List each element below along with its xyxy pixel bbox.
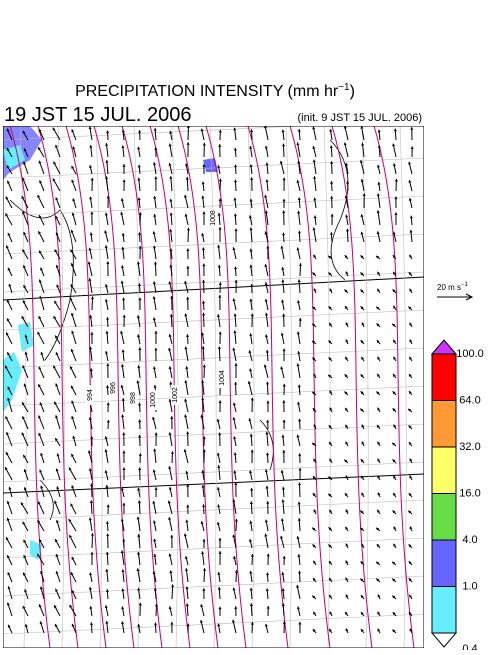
colorbar-segment bbox=[432, 540, 456, 587]
colorbar-label: 1.0 bbox=[462, 580, 477, 592]
colorbar-label: 0.4 bbox=[462, 643, 477, 650]
contour-label: 996 bbox=[110, 382, 117, 394]
contour-label: 1004 bbox=[219, 370, 226, 386]
contour-label: 994 bbox=[87, 389, 94, 401]
colorbar-label: 100.0 bbox=[456, 348, 484, 360]
colorbar-top-triangle bbox=[432, 340, 456, 354]
colorbar-segment bbox=[432, 401, 456, 448]
colorbar-label: 4.0 bbox=[462, 534, 477, 546]
valid-time: 19 JST 15 JUL. 2006 bbox=[4, 104, 192, 126]
title-text: PRECIPITATION INTENSITY (mm hr bbox=[75, 83, 339, 100]
colorbar-segment bbox=[432, 354, 456, 401]
map-area: 994 996 998 1000 1002 1004 1008 bbox=[3, 120, 444, 648]
colorbar-segment bbox=[432, 447, 456, 494]
colorbar-label: 16.0 bbox=[459, 487, 480, 499]
init-time: (init. 9 JST 15 JUL. 2006) bbox=[297, 112, 422, 124]
contour-label: 1000 bbox=[150, 392, 157, 408]
colorbar-segment bbox=[432, 587, 456, 634]
colorbar: 100.0 64.0 32.0 16.0 4.0 1.0 0.4 bbox=[432, 340, 484, 650]
colorbar-bottom-triangle bbox=[432, 633, 456, 647]
wind-scale-exponent: −1 bbox=[461, 282, 469, 288]
title-close: ) bbox=[350, 83, 355, 100]
title-exponent: −1 bbox=[338, 82, 350, 93]
wind-scale: 20 m s−1 bbox=[437, 282, 472, 300]
map-background bbox=[3, 126, 424, 648]
wind-scale-label: 20 m s−1 bbox=[437, 282, 469, 292]
colorbar-segment bbox=[432, 494, 456, 541]
contour-label: 998 bbox=[130, 392, 137, 404]
colorbar-label: 64.0 bbox=[459, 394, 480, 406]
colorbar-label: 32.0 bbox=[459, 441, 480, 453]
contour-label: 1002 bbox=[172, 387, 179, 403]
title: PRECIPITATION INTENSITY (mm hr−1) bbox=[75, 82, 355, 100]
wind-scale-text: 20 m s bbox=[437, 283, 461, 292]
contour-label: 1008 bbox=[210, 210, 217, 226]
